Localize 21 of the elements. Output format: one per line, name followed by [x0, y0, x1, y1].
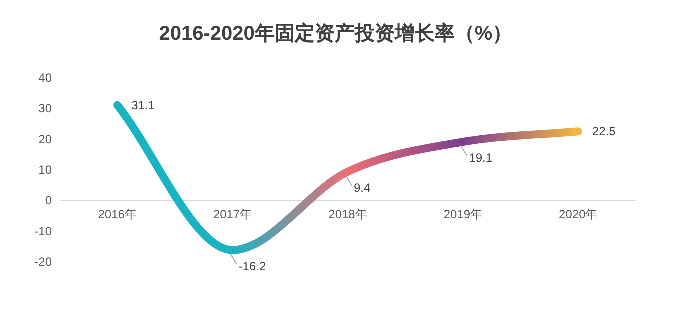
y-tick-label: 20 [38, 132, 52, 146]
y-tick-label: 10 [38, 163, 52, 177]
y-tick-label: -20 [34, 255, 52, 269]
y-tick-label: 0 [45, 194, 52, 208]
chart-title: 2016-2020年固定资产投资增长率（%） [159, 22, 513, 45]
label: -16.2 [230, 254, 266, 274]
y-tick-label: -10 [34, 224, 52, 238]
label: 22.5 [592, 124, 616, 139]
x-tick-label: 2018年 [328, 208, 368, 222]
x-tick-label: 2017年 [213, 208, 252, 222]
x-tick-label: 2016年 [98, 208, 137, 222]
x-tick-label: 2020年 [559, 208, 598, 222]
y-tick-label: 40 [38, 71, 52, 85]
label: 9.4 [346, 175, 371, 195]
data-label: -16.2 [238, 259, 266, 274]
x-tick-label: 2019年 [444, 208, 483, 222]
label: 19.1 [460, 146, 493, 166]
data-label: 9.4 [354, 180, 372, 195]
label: 31.1 [132, 98, 155, 112]
data-label: 19.1 [469, 151, 493, 166]
y-tick-label: 30 [38, 102, 52, 116]
